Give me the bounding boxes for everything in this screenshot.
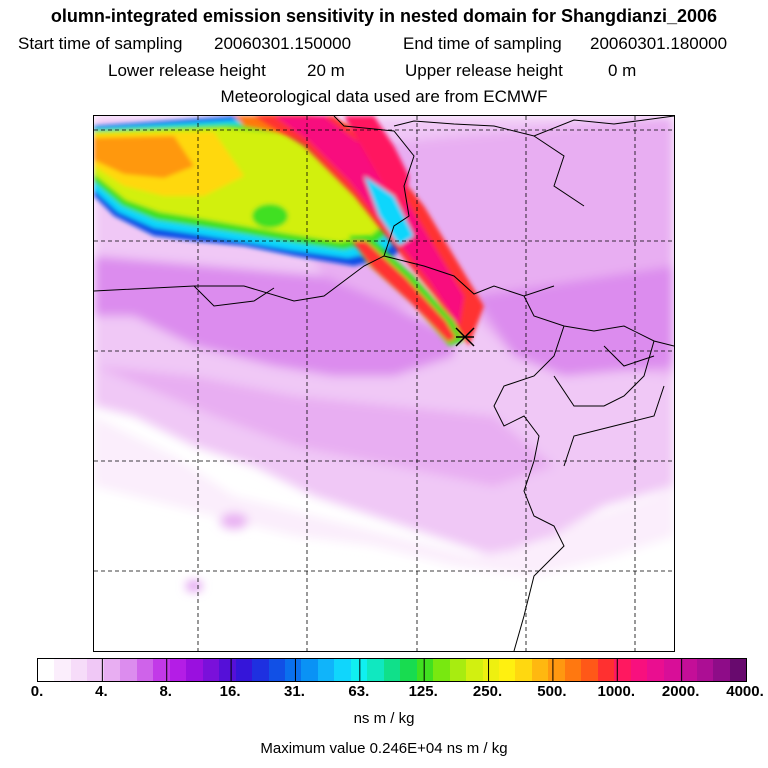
colorbar-tick-label: 2000. (661, 683, 700, 700)
map-canvas (94, 116, 674, 651)
colorbar-swatch (384, 659, 400, 681)
colorbar-swatch (269, 659, 285, 681)
colorbar-swatch (417, 659, 433, 681)
colorbar-swatch (450, 659, 466, 681)
end-time-value: 20060301.180000 (590, 34, 728, 53)
start-time-value: 20060301.150000 (214, 34, 352, 53)
colorbar-swatch (71, 659, 87, 681)
colorbar-swatch (614, 659, 631, 681)
colorbar-swatch (598, 659, 614, 681)
colorbar-swatch (137, 659, 153, 681)
colorbar-tick-label: 1000. (597, 683, 636, 700)
colorbar-swatch (400, 659, 417, 681)
colorbar-swatch (515, 659, 532, 681)
colorbar-swatch (104, 659, 120, 681)
colorbar-swatch (170, 659, 186, 681)
colorbar-unit-label: ns m / kg (353, 710, 415, 727)
map-borders (94, 116, 674, 651)
upper-release-value: 0 m (608, 61, 637, 80)
colorbar-swatch (54, 659, 71, 681)
colorbar-swatch (203, 659, 219, 681)
colorbar-swatch (697, 659, 713, 681)
colorbar-swatch (38, 659, 54, 681)
colorbar-swatch (581, 659, 598, 681)
emission-sensitivity-map (93, 115, 675, 652)
colorbar-tick-label: 16. (219, 683, 241, 700)
colorbar-swatch (351, 659, 367, 681)
lower-release-value: 20 m (307, 61, 345, 80)
colorbar-swatch (483, 659, 499, 681)
colorbar (37, 658, 747, 682)
colorbar-swatch (367, 659, 384, 681)
lower-release-label: Lower release height (108, 61, 266, 80)
colorbar-swatch (499, 659, 515, 681)
colorbar-swatch (548, 659, 565, 681)
colorbar-swatch (87, 659, 104, 681)
plot-title: olumn-integrated emission sensitivity in… (50, 6, 718, 26)
maximum-value-note: Maximum value 0.246E+04 ns m / kg (260, 740, 508, 757)
receptor-marker-icon (455, 327, 475, 347)
colorbar-tick-label: 63. (348, 683, 370, 700)
upper-release-label: Upper release height (405, 61, 563, 80)
colorbar-tick-label: 4. (95, 683, 108, 700)
colorbar-swatches (38, 659, 746, 681)
colorbar-tick-label: 125. (408, 683, 438, 700)
colorbar-swatch (120, 659, 137, 681)
colorbar-swatch (236, 659, 252, 681)
colorbar-swatch (186, 659, 203, 681)
colorbar-swatch (153, 659, 170, 681)
colorbar-tick-label: 250. (472, 683, 503, 700)
colorbar-swatch (466, 659, 483, 681)
colorbar-tick-label: 31. (284, 683, 305, 700)
colorbar-swatch (219, 659, 236, 681)
map-grid (94, 116, 674, 651)
sensitivity-field-core (254, 116, 484, 346)
colorbar-swatch (713, 659, 730, 681)
colorbar-swatch (532, 659, 548, 681)
colorbar-swatch (433, 659, 450, 681)
colorbar-swatch (301, 659, 318, 681)
colorbar-swatch (647, 659, 664, 681)
colorbar-tick-label: 0. (30, 683, 44, 700)
colorbar-swatch (285, 659, 301, 681)
colorbar-swatch (680, 659, 697, 681)
colorbar-swatch (318, 659, 334, 681)
colorbar-swatch (664, 659, 680, 681)
end-time-label: End time of sampling (403, 34, 562, 53)
colorbar-tick-label: 4000. (726, 683, 764, 700)
colorbar-tick-label: 500. (537, 683, 567, 700)
colorbar-swatch (252, 659, 269, 681)
colorbar-swatch (631, 659, 647, 681)
colorbar-swatch (565, 659, 581, 681)
colorbar-tick-label: 8. (159, 683, 172, 700)
colorbar-swatch (334, 659, 351, 681)
met-data-note: Meteorological data used are from ECMWF (220, 87, 548, 106)
colorbar-swatch (730, 659, 746, 681)
start-time-label: Start time of sampling (18, 34, 183, 53)
